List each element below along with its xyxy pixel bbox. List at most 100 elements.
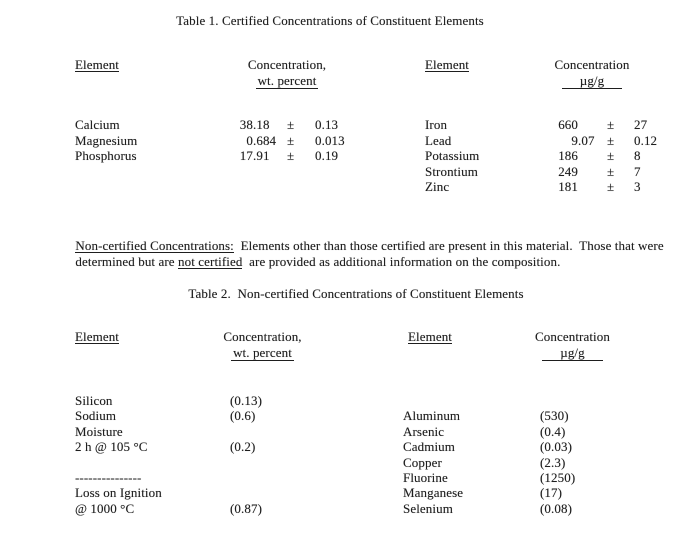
value-cell: 181 [558,179,578,194]
table2-title: Table 2. Non-certified Concentrations of… [188,286,524,301]
plus-minus-cell: ± [607,117,615,132]
table1-header-element-right: Element [425,57,470,73]
value-cell: (0.87) [230,500,263,516]
table-row: Sodium (0.6) [0,408,697,423]
table2-header-element-left-label: Element [75,329,120,344]
table1-left-column: Calcium 38.18 ± 0.13 Magnesium 0.684 ± 0… [0,117,697,164]
table-row: Phosphorus 17.91 ± 0.19 [0,148,697,164]
table-row: Zinc 181 ± 3 [0,179,697,195]
value-cell: 38.18 [239,117,270,132]
table2-header-concentration-left: Concentration, wt. percent [205,329,320,361]
table2-header-concentration-right: Concentration µg/g [520,329,625,361]
table1-header-concentration-right-line1: Concentration [554,57,630,72]
element-cell: Moisture [75,423,123,439]
table-row: Iron 660 ± 27 [0,117,697,133]
value-cell: (2.3) [540,454,566,470]
element-cell: Strontium [425,163,478,179]
table1-header-concentration-right: Concentration µg/g [543,57,641,89]
value-cell: 186 [558,148,578,163]
value-cell: (0.13) [230,393,263,408]
element-cell: Silicon [75,393,113,408]
element-cell: Cadmium [403,439,455,455]
table2-header-concentration-right-line1: Concentration [535,329,610,344]
plus-minus-cell: ± [607,148,615,163]
non-certified-note-line1: Non-certified Concentrations: Elements o… [62,222,664,270]
table2-left-column: Silicon (0.13) Sodium (0.6) Moisture 2 h… [0,393,697,516]
table-row: Lead 9.07 ± 0.12 [0,133,697,149]
plus-minus-cell: ± [287,148,295,163]
value-cell: 0.684 [246,132,277,148]
table-row: Magnesium 0.684 ± 0.013 [0,133,697,149]
table-row: @ 1000 °C (0.87) [0,501,697,516]
dashed-divider: --------------- [75,469,142,485]
table-row: Moisture [0,424,697,439]
note-text: determined but are [75,254,179,269]
table-row: Silicon (0.13) [0,393,697,408]
table2-header-concentration-left-line1: Concentration, [223,329,302,344]
uncertainty-cell: 0.013 [315,132,345,148]
element-cell: Calcium [75,117,120,132]
table-row: Fluorine (1250) [0,470,697,485]
element-cell: @ 1000 °C [75,500,135,516]
uncertainty-cell: 0.19 [315,148,339,163]
table1-header-concentration-right-line2: µg/g [561,74,623,89]
element-cell: Potassium [425,148,480,163]
table1-header-element-left: Element [75,57,120,73]
value-cell: 660 [558,117,578,132]
element-cell: Loss on Ignition [75,485,162,501]
table-row: Potassium 186 ± 8 [0,148,697,164]
element-cell: Magnesium [75,132,138,148]
uncertainty-cell: 0.13 [315,117,339,132]
table1-right-column: Iron 660 ± 27 Lead 9.07 ± 0.12 Potassium… [0,117,697,195]
note-underlined-phrase: not certified [178,254,243,269]
table-row: Aluminum (530) [0,408,697,423]
value-cell: (0.6) [230,408,256,424]
table-row [0,393,697,408]
element-cell: Sodium [75,408,117,424]
uncertainty-cell: 3 [634,179,641,194]
table-row: Copper (2.3) [0,455,697,470]
table-row: 2 h @ 105 °C (0.2) [0,439,697,454]
value-cell: (0.2) [230,439,256,455]
value-cell: (1250) [540,469,576,485]
note-underlined-phrase: Non-certified Concentrations: [75,238,234,253]
table1-header-concentration-left-line1: Concentration, [247,57,327,72]
plus-minus-cell: ± [287,117,295,132]
table2-header-element-left: Element [75,329,120,345]
table2-header-concentration-right-line2: µg/g [542,346,603,361]
table1-title: Table 1. Certified Concentrations of Con… [176,13,484,28]
element-cell: Copper [403,454,442,470]
table-row: Selenium (0.08) [0,501,697,516]
note-text: are provided as additional information o… [242,254,561,269]
plus-minus-cell: ± [607,179,615,194]
value-cell: 249 [558,163,578,179]
value-cell: (0.08) [540,500,573,516]
element-cell: Fluorine [403,469,448,485]
uncertainty-cell: 27 [634,117,648,132]
table1-header-element-left-label: Element [75,57,120,72]
element-cell: Phosphorus [75,148,137,163]
element-cell: Aluminum [403,408,461,424]
plus-minus-cell: ± [607,163,615,179]
element-cell: Arsenic [403,423,445,439]
table-row: --------------- [0,470,697,485]
element-cell: Selenium [403,500,453,516]
non-certified-note-line2: determined but are not certified are pro… [62,238,560,286]
element-cell: Iron [425,117,448,132]
plus-minus-cell: ± [607,132,615,148]
value-cell: (17) [540,485,563,501]
table1-header-element-right-label: Element [425,57,470,72]
table2-header-concentration-left-line2: wt. percent [231,345,294,361]
table-row: Cadmium (0.03) [0,439,697,454]
table1-header-concentration-left: Concentration, wt. percent [233,57,341,89]
uncertainty-cell: 8 [634,148,641,163]
element-cell: Zinc [425,179,450,194]
table-row: Arsenic (0.4) [0,424,697,439]
table-row: Loss on Ignition [0,485,697,500]
table2-right-column: Aluminum (530) Arsenic (0.4) Cadmium (0.… [0,393,697,516]
element-cell: 2 h @ 105 °C [75,439,148,455]
value-cell: 17.91 [239,148,270,163]
element-cell: Manganese [403,485,464,501]
table2-header-element-right: Element [408,329,453,345]
